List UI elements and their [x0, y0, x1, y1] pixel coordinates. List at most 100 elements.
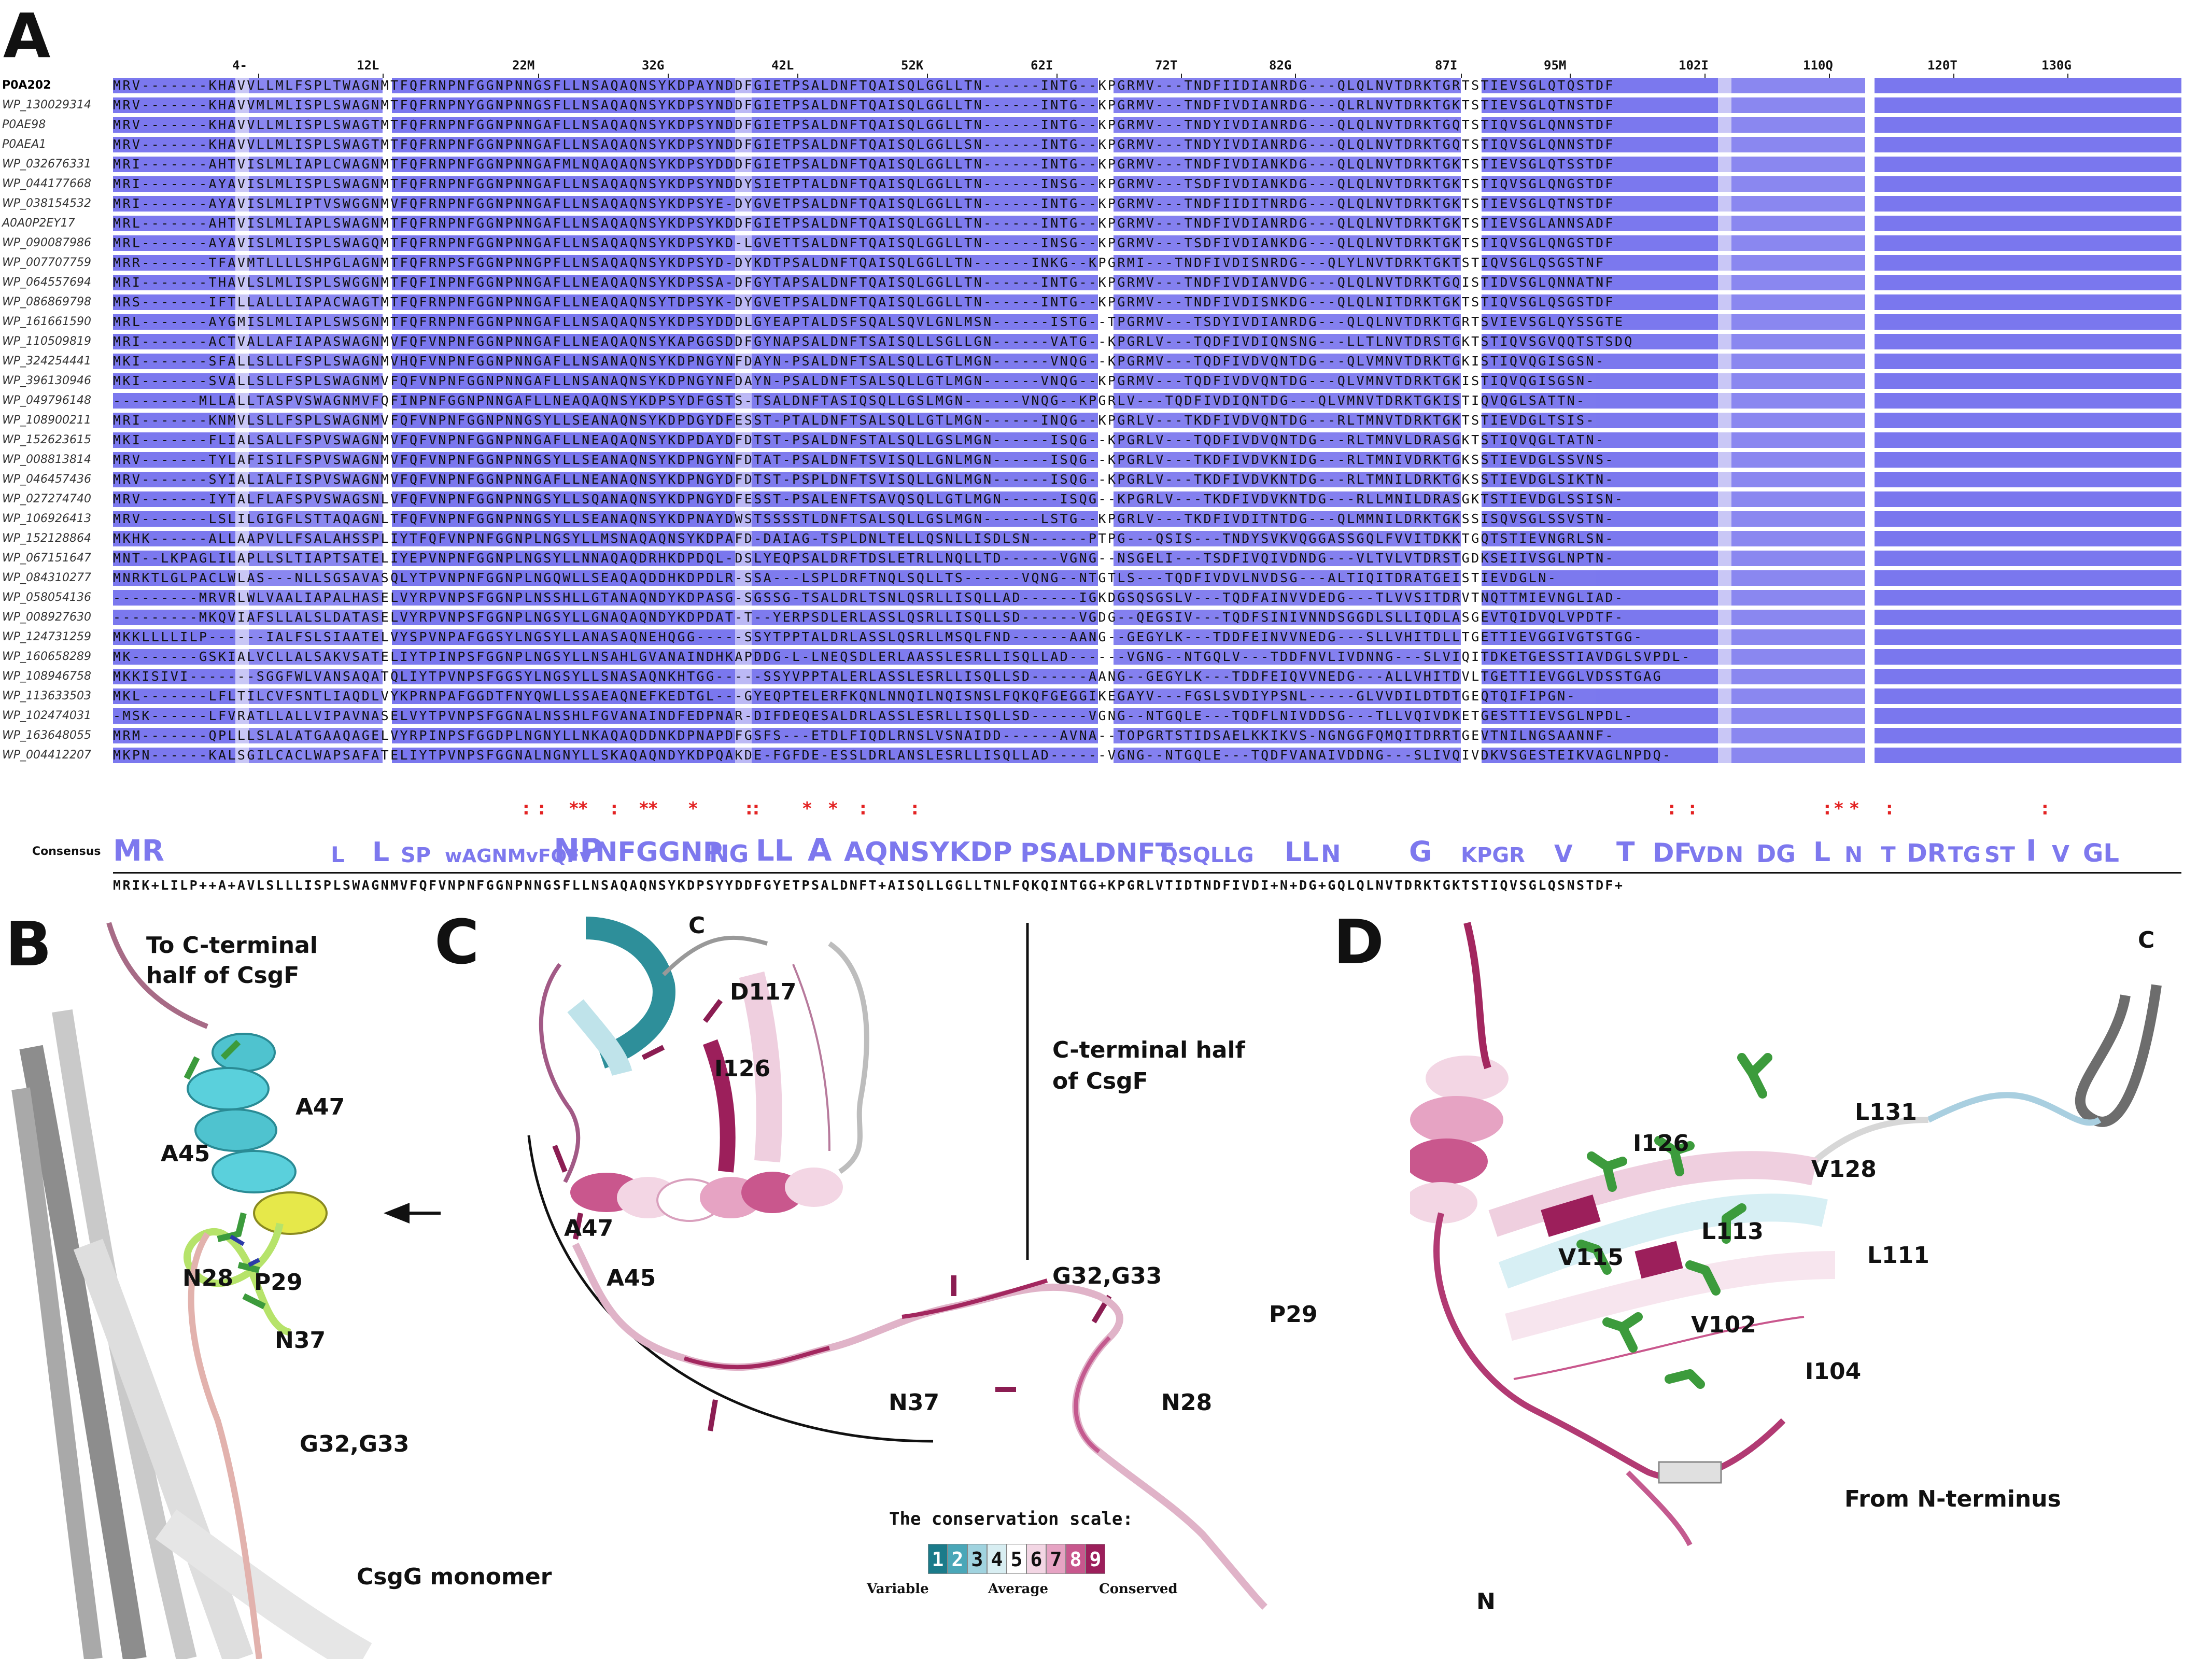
alignment-row: WP_110509819 MRI-------ACTVALLAFIAPASWAGN… [0, 334, 2212, 349]
conservation-mark: ** [639, 798, 658, 819]
alignment-row: A0A0P2EY17 MRL-------AHTVISLMLIAPLSWAGNMT… [0, 216, 2212, 231]
conservation-mark: :: [745, 798, 760, 819]
label-csgg-monomer: CsgG monomer [357, 1564, 552, 1590]
sequence-residues: MRL-------AYAVISLMLISPLSWAGQMTFQFRNPNFGG… [113, 235, 2181, 251]
sequence-id: WP_046457436 [2, 473, 91, 486]
label-i126-c: I126 [714, 1056, 771, 1082]
logo-letters: LL [756, 834, 793, 868]
ruler-tick [383, 74, 384, 80]
csgg-strand [155, 1509, 372, 1659]
sequence-id: WP_027274740 [2, 493, 91, 505]
panel-label-a: A [3, 0, 51, 72]
alignment-row: WP_108900211 MRI-------KNMVLSLLFSPLSWAGNM… [0, 413, 2212, 428]
ruler-tick [1704, 74, 1706, 80]
sequence-residues: MRV-------IYTALFLAFSPVSWAGSNLVFQFVNPNFGG… [113, 491, 2181, 507]
sequence-residues: ---------MLLALLTASPVSWAGNMVFQFINPNFGGNPN… [113, 393, 2181, 409]
logo-letters: GL [2083, 839, 2119, 868]
blue-loop [1927, 1092, 2102, 1126]
logo-letters: KPGR [1461, 843, 1525, 867]
logo-letters: PSALDNFT [1020, 838, 1173, 868]
sequence-residues: MRM-------QPLLLSLALATGAAQAGELVYRPINPSFGG… [113, 728, 2181, 743]
sequence-id: WP_038154532 [2, 197, 91, 210]
conservation-mark: : [1886, 798, 1893, 819]
ruler-position: 22M [512, 58, 535, 73]
sequence-id: P0AEA1 [2, 138, 47, 151]
alignment-row: WP_049796148 ---------MLLALLTASPVSWAGNMVF… [0, 393, 2212, 409]
alignment-row: P0AE98 MRV-------KHAVVLLMLISPLSWAGTMTFQFR… [0, 117, 2212, 133]
sequence-id: WP_106926413 [2, 512, 91, 525]
consensus-sequence: MRIK+LILP++A+AVLSLLLISPLSWAGNMVFQFVNPNFG… [113, 872, 2181, 893]
label-l131: L131 [1855, 1099, 1917, 1126]
sequence-residues: MRI-------AYAVISLMLISPLSWAGNMTFQFRNPNFGG… [113, 176, 2181, 192]
conservation-mark: : [538, 798, 545, 819]
sequence-id: WP_007707759 [2, 256, 91, 269]
alignment-row: WP_004412207 MKPN------KALSGILCACLWAPSAFA… [0, 748, 2212, 763]
sequence-residues: MRI-------KNMVLSLLFSPLSWAGNMVFQFVNPNFGGN… [113, 413, 2181, 428]
ruler-position: 87I [1435, 58, 1458, 73]
side-chains [184, 1039, 266, 1310]
sequence-residues: MRV-------TYLAFISILFSPVSWAGNMVFQFVNPNFGG… [113, 452, 2181, 468]
logo-letters: I [2026, 834, 2037, 868]
alignment-row: WP_046457436 MRV-------SYIALIALFISPVSWAGN… [0, 472, 2212, 487]
sequence-id: WP_064557694 [2, 276, 91, 289]
ruler-tick [668, 74, 669, 80]
csgg-strand [11, 1087, 103, 1659]
sequence-residues: MKL-------LFLTILCVFSNTLIAQDLVYKPRNPAFGGD… [113, 688, 2181, 704]
conservation-mark: : [1689, 798, 1696, 819]
strand-c2 [780, 959, 843, 1151]
consensus-logo: MR L L SP wAGNMvFQFv NP NFGGNP NG LL A AQNSYKDP PSA… [113, 819, 2181, 866]
sequence-residues: MKKISIVI-------SGGFWLVANSAQATQLIYTPVNPSF… [113, 669, 2181, 684]
alignment-row: WP_163648055 MRM-------QPLLLSLALATGAAQAGE… [0, 728, 2212, 743]
sequence-id: WP_090087986 [2, 236, 91, 249]
sequence-residues: ---------MKQVIAFSLLALSLDATASELVYRPVNPSFG… [113, 610, 2181, 625]
ruler-position: 102I [1679, 58, 1709, 73]
alignment-row: P0A202 MRV-------KHAVVLLMLFSPLTWAGNMTFQFR… [0, 78, 2212, 93]
sequence-id: WP_163648055 [2, 729, 91, 742]
panel-b-structure [11, 922, 441, 1659]
ruler-position: 72T [1155, 58, 1178, 73]
strand-c2b [792, 964, 830, 1151]
conservation-mark: * [1834, 798, 1843, 819]
ruler-position: 130G [2041, 58, 2072, 73]
alignment-row: WP_027274740 MRV-------IYTALFLAFSPVSWAGSN… [0, 491, 2212, 507]
logo-letters: G [1409, 835, 1432, 868]
scale-grade: 3 [967, 1544, 987, 1574]
ruler-tick [1181, 74, 1182, 80]
grey-loop [2075, 984, 2162, 1127]
sequence-residues: ---------MRVRLWLVAALIAPALHASELVYRPVNPSFG… [113, 590, 2181, 606]
label-c-term-c: C [688, 912, 706, 939]
sequence-residues: MRV-------KHAVVLLMLISPLSWAGTMTFQFRNPNFGG… [113, 137, 2181, 152]
ruler-position: 82G [1269, 58, 1292, 73]
scale-grade: 6 [1026, 1544, 1046, 1574]
sequence-residues: MKI-------SFALLSLLLFSPLSWAGNMVHQFVNPNFGG… [113, 354, 2181, 369]
green-side-chains [1576, 1053, 1772, 1389]
sequence-residues: MRV-------KHAVVMLMLISPLSWAGNMTFQFRNPNYGG… [113, 97, 2181, 113]
alignment-row: WP_152128864 MKHK------ALLAAPVLLFSALAHSSP… [0, 531, 2212, 546]
ruler-tick [1570, 74, 1571, 80]
ruler-position: 120T [1927, 58, 1957, 73]
logo-letters: N [1725, 842, 1744, 867]
alignment-row: WP_102474031 -MSK------LFVRATLLALLVIPAVNA… [0, 708, 2212, 724]
logo-letters: A [808, 832, 832, 868]
strand-c1 [739, 971, 782, 1163]
loop-c2 [662, 935, 768, 976]
sequence-id: WP_324254441 [2, 355, 91, 368]
conservation-mark: * [1850, 798, 1859, 819]
label-n37-b: N37 [275, 1327, 326, 1354]
loop-c [539, 963, 581, 1183]
ruler-tick [797, 74, 798, 80]
loop-c3 [828, 941, 869, 1174]
logo-letters: L [1813, 837, 1831, 868]
logo-letters: T [1881, 842, 1896, 867]
top-loop-d [1463, 922, 1491, 1070]
alignment-row: WP_064557694 MRI-------THAVLSLMLISPLSWGGN… [0, 275, 2212, 290]
logo-letters: SP [401, 843, 431, 867]
conservation-mark: : [860, 798, 867, 819]
logo-letters: QSQLLG [1160, 843, 1254, 867]
sequence-id: WP_004412207 [2, 749, 91, 762]
label-l113: L113 [1701, 1218, 1764, 1245]
sequence-residues: MRL-------AYGMISLMLIAPLSWSGNMTFQFRNPNFGG… [113, 314, 2181, 330]
cyan-helix [187, 1033, 328, 1235]
pink-helix [570, 1168, 843, 1222]
alignment-row: WP_124731259 MKKLLLLILP------IALFSLSIAATE… [0, 629, 2212, 645]
